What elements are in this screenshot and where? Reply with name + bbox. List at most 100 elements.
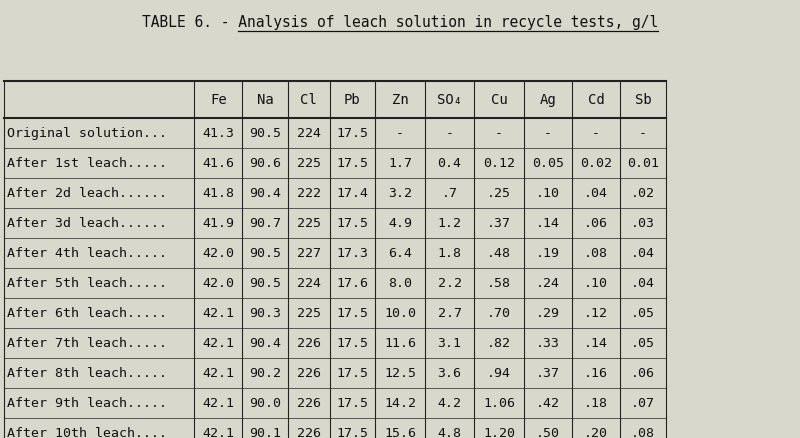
- Text: 90.1: 90.1: [250, 427, 282, 438]
- Text: 90.7: 90.7: [250, 217, 282, 230]
- Text: TABLE 6. -: TABLE 6. -: [400, 15, 496, 30]
- Text: Cu: Cu: [491, 93, 507, 106]
- Text: .08: .08: [631, 427, 655, 438]
- Text: 17.3: 17.3: [336, 247, 368, 260]
- Text: 41.9: 41.9: [202, 217, 234, 230]
- Text: 0.12: 0.12: [483, 157, 515, 170]
- Text: .33: .33: [536, 337, 560, 350]
- Text: 10.0: 10.0: [384, 307, 416, 320]
- Text: .20: .20: [584, 427, 608, 438]
- Text: .10: .10: [584, 277, 608, 290]
- Text: 4.9: 4.9: [388, 217, 412, 230]
- Text: .03: .03: [631, 217, 655, 230]
- Text: .42: .42: [536, 397, 560, 410]
- Text: .37: .37: [487, 217, 511, 230]
- Text: 1.06: 1.06: [483, 397, 515, 410]
- Text: 17.5: 17.5: [336, 367, 368, 380]
- Text: -: -: [544, 127, 552, 140]
- Text: After 7th leach.....: After 7th leach.....: [7, 337, 167, 350]
- Text: SO₄: SO₄: [437, 93, 462, 106]
- Text: 42.1: 42.1: [202, 427, 234, 438]
- Text: After 1st leach.....: After 1st leach.....: [7, 157, 167, 170]
- Text: 17.5: 17.5: [336, 217, 368, 230]
- Text: 90.4: 90.4: [250, 337, 282, 350]
- Text: .06: .06: [584, 217, 608, 230]
- Text: 17.5: 17.5: [336, 427, 368, 438]
- Text: 3.2: 3.2: [388, 187, 412, 200]
- Text: 0.05: 0.05: [532, 157, 564, 170]
- Text: 2.2: 2.2: [438, 277, 462, 290]
- Text: -: -: [396, 127, 404, 140]
- Text: After 8th leach.....: After 8th leach.....: [7, 367, 167, 380]
- Text: Zn: Zn: [392, 93, 408, 106]
- Text: 4.2: 4.2: [438, 397, 462, 410]
- Text: TABLE 6. - Analysis of leach solution in recycle tests, g/l: TABLE 6. - Analysis of leach solution in…: [142, 15, 658, 30]
- Text: TABLE 6. - Analysis of leach solution in recycle tests, g/l: TABLE 6. - Analysis of leach solution in…: [142, 15, 658, 30]
- Text: 42.1: 42.1: [202, 397, 234, 410]
- Text: 42.1: 42.1: [202, 307, 234, 320]
- Text: .48: .48: [487, 247, 511, 260]
- Text: 224: 224: [297, 127, 321, 140]
- Text: After 6th leach.....: After 6th leach.....: [7, 307, 167, 320]
- Text: .24: .24: [536, 277, 560, 290]
- Text: 41.8: 41.8: [202, 187, 234, 200]
- Text: .58: .58: [487, 277, 511, 290]
- Text: 3.1: 3.1: [438, 337, 462, 350]
- Text: .18: .18: [584, 397, 608, 410]
- Text: 0.02: 0.02: [580, 157, 612, 170]
- Text: 42.1: 42.1: [202, 367, 234, 380]
- Text: 1.2: 1.2: [438, 217, 462, 230]
- Text: 6.4: 6.4: [388, 247, 412, 260]
- Text: 17.4: 17.4: [336, 187, 368, 200]
- Text: 42.0: 42.0: [202, 277, 234, 290]
- Text: 222: 222: [297, 187, 321, 200]
- Text: .70: .70: [487, 307, 511, 320]
- Text: -: -: [446, 127, 454, 140]
- Text: .25: .25: [487, 187, 511, 200]
- Text: .05: .05: [631, 307, 655, 320]
- Text: .05: .05: [631, 337, 655, 350]
- Text: .08: .08: [584, 247, 608, 260]
- Text: .19: .19: [536, 247, 560, 260]
- Text: 226: 226: [297, 397, 321, 410]
- Text: .04: .04: [631, 277, 655, 290]
- Text: 90.5: 90.5: [250, 127, 282, 140]
- Text: .50: .50: [536, 427, 560, 438]
- Text: 12.5: 12.5: [384, 367, 416, 380]
- Text: 90.3: 90.3: [250, 307, 282, 320]
- Text: 17.5: 17.5: [336, 127, 368, 140]
- Text: 17.5: 17.5: [336, 337, 368, 350]
- Text: 3.6: 3.6: [438, 367, 462, 380]
- Text: 224: 224: [297, 277, 321, 290]
- Text: Sb: Sb: [635, 93, 651, 106]
- Text: After 10th leach....: After 10th leach....: [7, 427, 167, 438]
- Text: 14.2: 14.2: [384, 397, 416, 410]
- Text: 1.20: 1.20: [483, 427, 515, 438]
- Text: 90.5: 90.5: [250, 277, 282, 290]
- Text: 90.0: 90.0: [250, 397, 282, 410]
- Text: 90.4: 90.4: [250, 187, 282, 200]
- Text: 42.1: 42.1: [202, 337, 234, 350]
- Text: 17.5: 17.5: [336, 157, 368, 170]
- Text: 1.8: 1.8: [438, 247, 462, 260]
- Text: 226: 226: [297, 427, 321, 438]
- Text: Cl: Cl: [301, 93, 317, 106]
- Text: .04: .04: [584, 187, 608, 200]
- Text: 227: 227: [297, 247, 321, 260]
- Text: After 3d leach......: After 3d leach......: [7, 217, 167, 230]
- Text: Ag: Ag: [540, 93, 556, 106]
- Text: .12: .12: [584, 307, 608, 320]
- Text: Original solution...: Original solution...: [7, 127, 167, 140]
- Text: .7: .7: [442, 187, 458, 200]
- Text: 11.6: 11.6: [384, 337, 416, 350]
- Text: 4.8: 4.8: [438, 427, 462, 438]
- Text: 17.6: 17.6: [336, 277, 368, 290]
- Text: Pb: Pb: [344, 93, 361, 106]
- Text: .94: .94: [487, 367, 511, 380]
- Text: .02: .02: [631, 187, 655, 200]
- Text: .04: .04: [631, 247, 655, 260]
- Text: After 2d leach......: After 2d leach......: [7, 187, 167, 200]
- Text: 17.5: 17.5: [336, 307, 368, 320]
- Text: 225: 225: [297, 157, 321, 170]
- Text: 41.6: 41.6: [202, 157, 234, 170]
